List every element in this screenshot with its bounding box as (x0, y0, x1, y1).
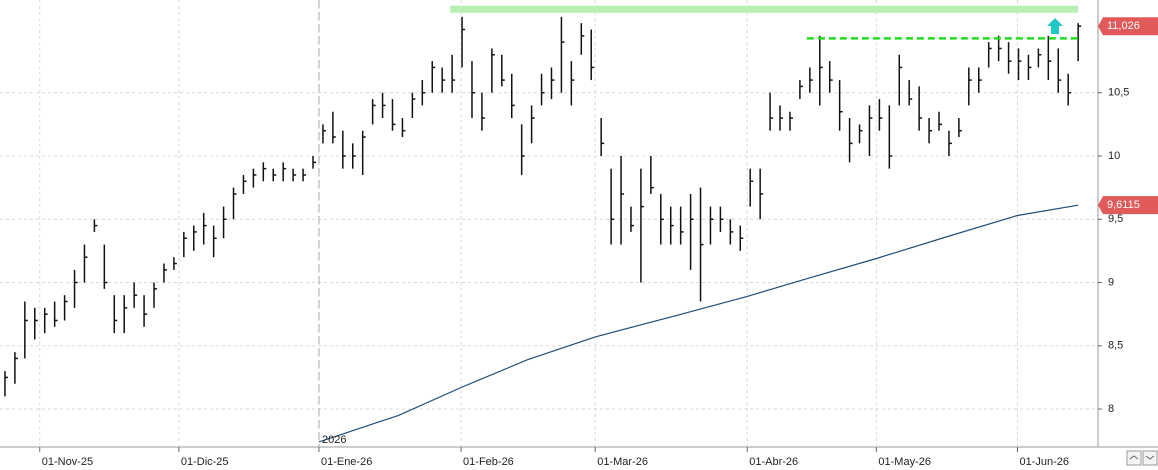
y-tick-label: 10 (1108, 150, 1120, 162)
y-tick-label: 8 (1108, 403, 1114, 415)
x-tick-label: 01-Dic-25 (181, 456, 229, 468)
price-label: 9,6115 (1107, 199, 1140, 211)
plot (4, 5, 1082, 443)
x-tick-label: 01-Nov-25 (42, 456, 93, 468)
x-tick-label: 01-Jun-26 (1020, 456, 1070, 468)
x-tick-label: 01-Feb-26 (463, 456, 514, 468)
scroll-button[interactable] (1126, 450, 1142, 466)
scroll-icon (1129, 455, 1155, 460)
axes: 8 8,5 9 9,5 10 10,5 01-Nov-25 01-Dic-25 01-Ene-2… (39, 17, 1158, 468)
y-tick-label: 10,5 (1108, 87, 1129, 99)
moving-average (318, 204, 1079, 443)
grid (0, 0, 1098, 447)
x-tick-label: 01-Mar-26 (597, 456, 648, 468)
y-tick-label: 8,5 (1108, 340, 1123, 352)
x-tick-label: 01-May-26 (878, 456, 931, 468)
price-marker (1098, 196, 1158, 215)
y-tick-label: 9,5 (1108, 213, 1123, 225)
price-marker (1098, 17, 1158, 36)
y-tick-label: 9 (1108, 276, 1114, 288)
year-label: 2026 (322, 434, 346, 446)
arrow-up (1047, 18, 1063, 34)
scroll-button[interactable] (1142, 450, 1158, 466)
x-tick-label: 01-Abr-26 (749, 456, 798, 468)
x-tick-label: 01-Ene-26 (321, 456, 372, 468)
price-label: 11,026 (1107, 20, 1140, 32)
